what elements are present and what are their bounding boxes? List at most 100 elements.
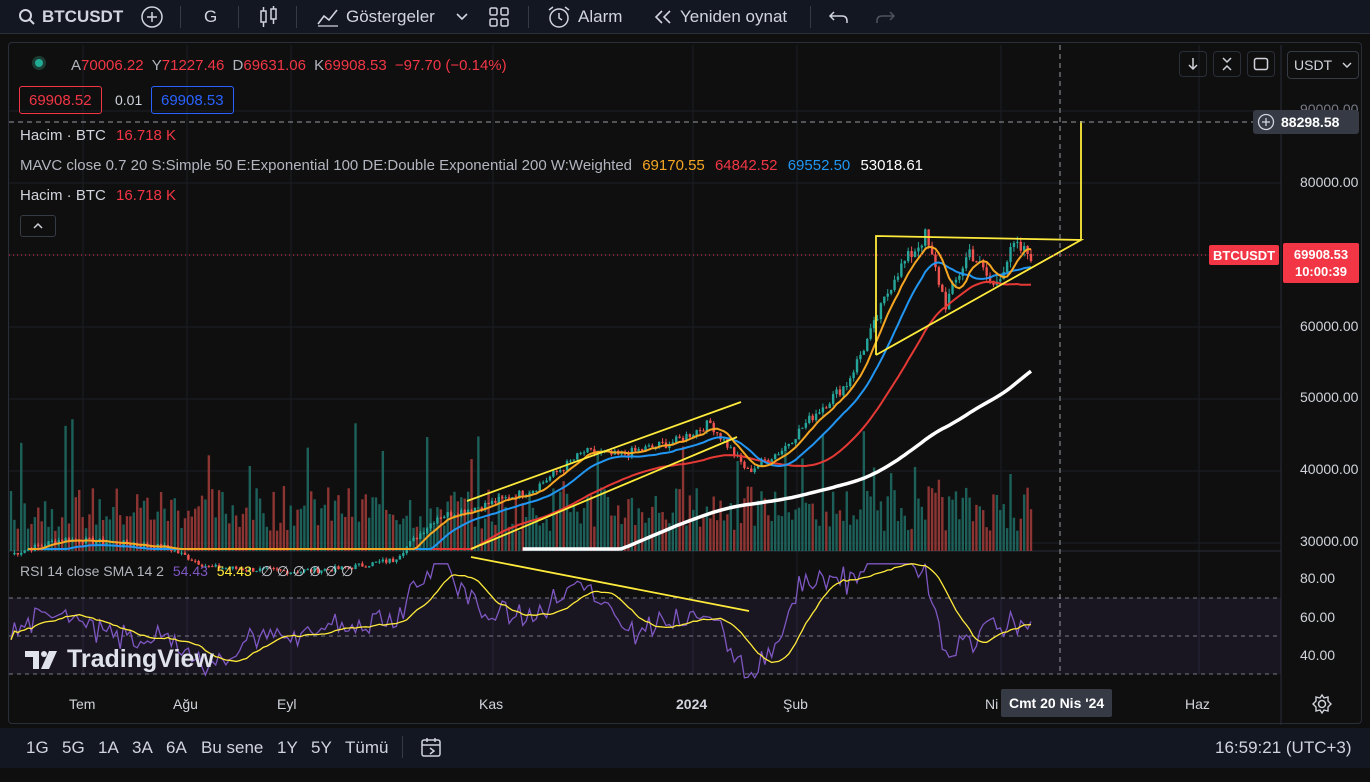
chart-type-button[interactable] bbox=[258, 4, 280, 30]
buy-button[interactable]: 69908.53 bbox=[151, 86, 234, 114]
collapse-pane-button[interactable] bbox=[1213, 51, 1241, 77]
candle-body bbox=[647, 445, 651, 447]
range-1d-button[interactable]: 1G bbox=[26, 738, 49, 757]
volume-bar bbox=[866, 490, 869, 551]
undo-button[interactable] bbox=[828, 4, 850, 30]
volume-legend-2[interactable]: Hacim · BTC 16.718 K bbox=[20, 187, 176, 204]
candle-body bbox=[228, 568, 231, 570]
volume-bar bbox=[541, 522, 545, 551]
candle-body bbox=[869, 328, 872, 339]
candle-body bbox=[685, 434, 688, 441]
candle-body bbox=[872, 320, 876, 329]
mavc-legend[interactable]: MAVC close 0.7 20 S:Simple 50 E:Exponent… bbox=[20, 157, 923, 174]
candle-body bbox=[552, 471, 555, 477]
candle-body bbox=[681, 437, 685, 441]
volume-bar bbox=[818, 525, 821, 551]
candle-body bbox=[234, 566, 238, 569]
crosshair-date-label: Cmt 20 Nis '24 bbox=[1001, 689, 1113, 717]
volume-bar bbox=[559, 491, 562, 551]
chart-canvas[interactable] bbox=[9, 43, 1363, 725]
collapse-icon bbox=[1222, 57, 1232, 71]
volume-bar bbox=[763, 498, 767, 551]
range-5y-button[interactable]: 5Y bbox=[311, 738, 332, 757]
replay-button[interactable]: Yeniden oynat bbox=[652, 4, 787, 30]
volume-bar bbox=[405, 515, 408, 551]
goto-date-button[interactable] bbox=[420, 736, 444, 765]
candle-body bbox=[449, 512, 453, 517]
crosshair-price-label[interactable]: 88298.58 bbox=[1253, 110, 1359, 134]
candle-body bbox=[37, 544, 40, 546]
volume-bar bbox=[1019, 518, 1022, 551]
bar-countdown: 10:00:39 bbox=[1294, 264, 1348, 279]
range-1y-button[interactable]: 1Y bbox=[277, 738, 298, 757]
candle-body bbox=[224, 568, 228, 570]
candle-body bbox=[402, 553, 405, 556]
candle-body bbox=[350, 567, 354, 570]
candle-body bbox=[705, 420, 709, 432]
volume-bar bbox=[613, 515, 617, 551]
range-ytd-button[interactable]: Bu sene bbox=[201, 738, 264, 757]
volume-bar bbox=[845, 491, 848, 551]
close-value: 69908.53 bbox=[324, 57, 387, 74]
chevron-up-icon bbox=[33, 222, 43, 229]
price-tick: 60000.00 bbox=[1300, 318, 1359, 334]
volume-bar bbox=[644, 522, 647, 551]
volume-bar bbox=[838, 510, 842, 551]
plus-circle-icon[interactable] bbox=[1257, 113, 1275, 131]
range-3m-button[interactable]: 3A bbox=[132, 738, 153, 757]
collapse-legend-button[interactable] bbox=[20, 215, 56, 237]
range-6m-button[interactable]: 6A bbox=[166, 738, 187, 757]
chart-settings-button[interactable] bbox=[1311, 693, 1333, 720]
compare-symbol-button[interactable] bbox=[140, 4, 164, 30]
volume-bar bbox=[712, 496, 715, 551]
candle-body bbox=[241, 569, 245, 571]
legend-status-dot[interactable] bbox=[31, 55, 47, 75]
indicators-button[interactable]: Göstergeler bbox=[316, 4, 469, 30]
download-button[interactable] bbox=[1179, 51, 1207, 77]
volume-bar bbox=[146, 497, 149, 551]
volume-bar bbox=[163, 508, 166, 551]
time-label: Haz bbox=[1185, 696, 1210, 712]
range-all-button[interactable]: Tümü bbox=[345, 738, 389, 757]
volume-bar bbox=[166, 520, 170, 551]
volume-bar bbox=[432, 524, 436, 551]
candle-body bbox=[330, 569, 333, 572]
clock-timezone[interactable]: 16:59:21 (UTC+3) bbox=[1215, 738, 1352, 757]
volume-bar bbox=[951, 499, 954, 551]
time-axis[interactable]: Tem Ağu Eyl Kas 2024 Şub Ni Haz Cmt 20 N… bbox=[9, 679, 1289, 723]
redo-button[interactable] bbox=[874, 4, 896, 30]
interval-button[interactable]: G bbox=[204, 4, 217, 30]
volume-bar bbox=[129, 516, 132, 551]
range-1m-button[interactable]: 1A bbox=[98, 738, 119, 757]
layout-button[interactable] bbox=[488, 4, 510, 30]
rsi-legend[interactable]: RSI 14 close SMA 14 2 54.43 54.43 ∅ ∅ ∅ … bbox=[20, 563, 353, 580]
candle-body bbox=[941, 284, 944, 292]
maximize-button[interactable] bbox=[1247, 51, 1275, 77]
range-5d-button[interactable]: 5G bbox=[62, 738, 85, 757]
volume-legend-1[interactable]: Hacim · BTC 16.718 K bbox=[20, 127, 176, 144]
chart-panel[interactable]: A70006.22 Y71227.46 D69631.06 K 69908.53 … bbox=[8, 42, 1363, 725]
tradingview-watermark[interactable]: TradingView bbox=[23, 645, 214, 674]
candle-body bbox=[562, 470, 565, 472]
candle-body bbox=[429, 523, 432, 529]
volume-bar bbox=[245, 507, 248, 551]
volume-bar bbox=[893, 490, 896, 551]
candle-body bbox=[385, 559, 388, 563]
candle-body bbox=[347, 567, 350, 569]
volume-bar bbox=[347, 488, 350, 551]
candle-body bbox=[323, 569, 327, 571]
sell-button[interactable]: 69908.52 bbox=[19, 86, 102, 114]
volume-bar bbox=[900, 508, 903, 551]
volume-bar bbox=[637, 508, 640, 551]
alarm-button[interactable]: Alarm bbox=[546, 4, 622, 30]
volume-bar bbox=[797, 507, 801, 551]
candle-body bbox=[81, 542, 84, 544]
candle-body bbox=[463, 510, 466, 514]
close-label: K bbox=[314, 57, 325, 74]
volume-bar bbox=[1005, 528, 1009, 551]
volume-bar bbox=[1012, 517, 1016, 551]
volume-bar bbox=[640, 512, 644, 551]
currency-select[interactable]: USDT bbox=[1287, 51, 1359, 79]
candle-body bbox=[975, 261, 978, 263]
symbol-search-button[interactable]: BTCUSDT bbox=[18, 4, 123, 30]
